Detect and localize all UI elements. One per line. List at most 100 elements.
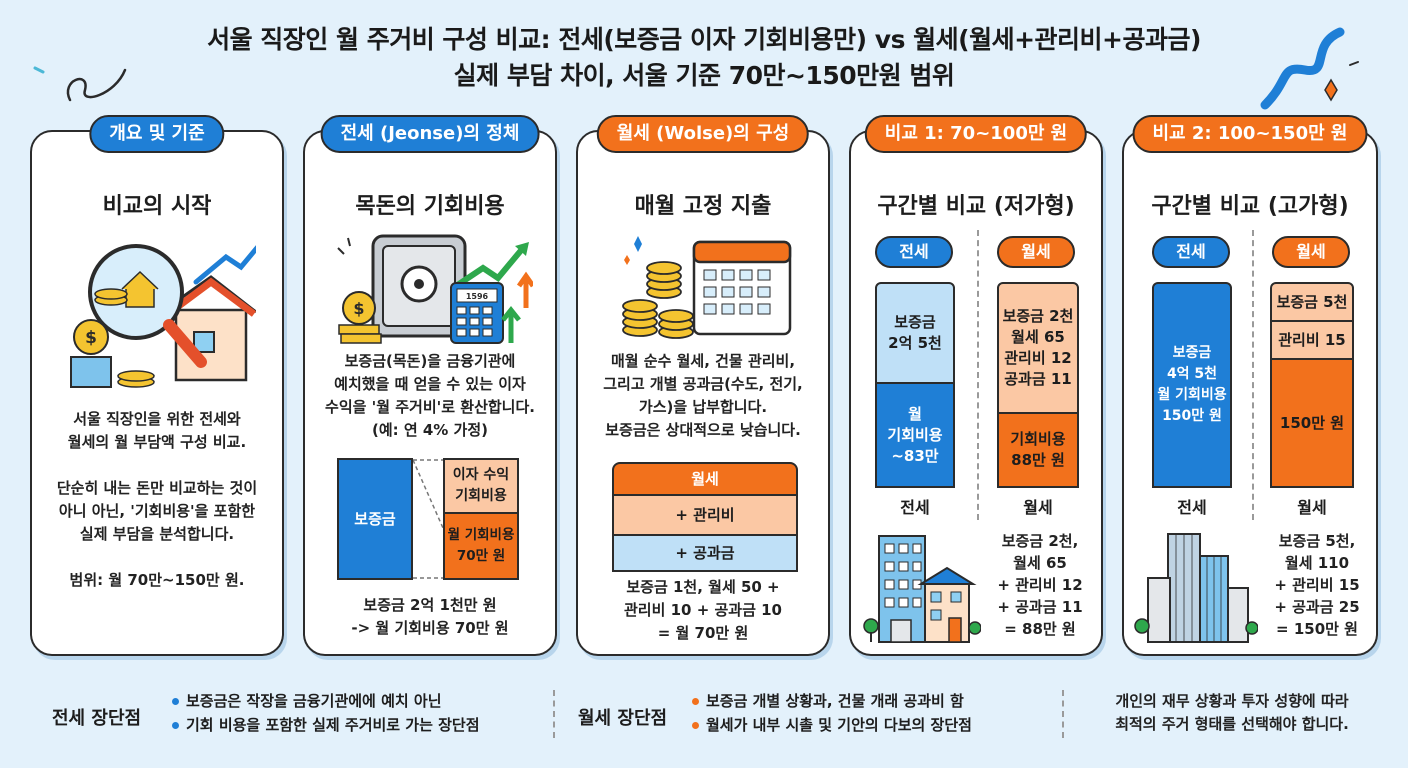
overview-line: 서울 직장인을 위한 전세와 [73,410,241,428]
overview-line: 단순히 내는 돈만 비교하는 것이 [56,479,258,497]
jeonse-line: (예: 연 4% 가정) [371,421,489,439]
compare2-summary: 보증금 5천, 월세 110 + 관리비 15 + 공과금 25 = 150만 … [1258,530,1376,640]
overview-title: 비교의 시작 [102,194,212,219]
compare2-wolse-deposit: 보증금 5천 [1270,282,1354,322]
jeonse-line: 수익을 '월 주거비'로 환산합니다. [325,398,535,416]
jeonse-bullet-text: 보증금은 작장을 금융기관에에 예치 아닌 [186,692,442,710]
wolse-line: 그리고 개별 공과금(수도, 전기, [603,375,803,393]
compare2-wolse-total: 150만 원 [1270,358,1354,488]
overview-line: 아니 아닌, '기회비용'을 포함한 [58,502,256,520]
wolse-line: 매월 순수 월세, 건물 관리비, [610,352,796,370]
compare2-title: 구간별 비교 (고가형) [1151,194,1349,219]
wolse-footer: 보증금 1천, 월세 50 + 관리비 10 + 공과금 10 = 월 70만 … [584,576,822,645]
jeonse-footer: 보증금 2억 1천만 원 -> 월 기회비용 70만 원 [311,594,549,640]
jeonse-pill: 전세 (Jeonse)의 정체 [320,115,540,153]
divider [977,230,979,520]
high-rise-building-icon [1134,533,1258,643]
stack-rent: 월세 [612,462,798,496]
compare1-jeonse-pill: 전세 [875,236,953,268]
compare1-wolse-total: 기회비용 88만 원 [997,412,1079,488]
compare1-title: 구간별 비교 (저가형) [877,194,1075,219]
jeonse-footer-line: 보증금 2억 1천만 원 [363,596,497,614]
deposit-block: 보증금 [337,458,413,580]
low-rise-building-icon [863,535,981,643]
conclusion-line: 최적의 주거 형태를 선택해야 합니다. [1115,715,1349,733]
compare1-summary-line: = 88만 원 [1004,620,1076,638]
jeonse-bullet: 기회 비용을 포함한 실제 주거비로 가는 장단점 [172,714,480,737]
page-title: 서울 직장인 월 주거비 구성 비교: 전세(보증금 이자 기회비용만) vs … [0,22,1408,94]
jeonse-line: 예치했을 때 얻을 수 있는 이자 [334,375,526,393]
wolse-footer-line: 보증금 1천, 월세 50 + [626,578,780,596]
compare2-wolse-pill: 월세 [1272,236,1350,268]
safe-calculator-icon: $ 1596 [337,234,533,344]
compare2-summary-line: + 공과금 25 [1274,598,1360,616]
monthly-opportunity-block: 월 기회비용 70만 원 [443,512,519,580]
compare1-summary-line: 보증금 2천, [1001,532,1079,550]
wolse-bullet: 월세가 내부 시촐 및 기안의 다보의 장단점 [692,714,972,737]
compare2-jeonse-label: 전세 [1177,498,1207,517]
conclusion-text: 개인의 재무 상황과 투자 성향에 따라 최적의 주거 형태를 선택해야 합니다… [1072,690,1392,736]
jeonse-pros-cons-label: 전세 장단점 [52,708,142,729]
jeonse-bullet: 보증금은 작장을 금융기관에에 예치 아닌 [172,690,442,713]
interest-block: 이자 수익 기회비용 [443,458,519,514]
jeonse-bullet-text: 기회 비용을 포함한 실제 주거비로 가는 장단점 [186,716,480,734]
compare2-summary-line: = 150만 원 [1276,620,1358,638]
compare2-summary-line: + 관리비 15 [1274,576,1360,594]
divider [1252,230,1254,520]
compare1-card: 비교 1: 70~100만 원 구간별 비교 (저가형) 전세 월세 보증금 2… [849,115,1103,656]
squiggle-left-icon [33,66,127,102]
compare2-wolse-label: 월세 [1297,498,1327,517]
compare1-wolse-pill: 월세 [997,236,1075,268]
jeonse-title: 목돈의 기회비용 [355,194,505,219]
svg-text:$: $ [353,299,364,318]
wolse-line: 가스)을 납부합니다. [638,398,768,416]
wolse-title: 매월 고정 지출 [634,194,772,219]
overview-pill: 개요 및 기준 [89,115,225,153]
conclusion-line: 개인의 재무 상황과 투자 성향에 따라 [1115,692,1349,710]
compare1-jeonse-opportunity: 월 기회비용 ~83만 [875,382,955,488]
overview-line: 월세의 월 부담액 구성 비교. [67,433,247,451]
overview-line: 실제 부담을 분석합니다. [79,525,235,543]
compare2-wolse-management: 관리비 15 [1270,320,1354,360]
wolse-card: 월세 (Wolse)의 구성 매월 고정 지출 매월 순수 월세, 건물 관리비… [576,115,830,656]
compare2-card: 비교 2: 100~150만 원 구간별 비교 (고가형) 전세 월세 보증금 … [1122,115,1378,656]
jeonse-card: 전세 (Jeonse)의 정체 목돈의 기회비용 $ 1596 보증금(목돈)을… [303,115,557,656]
wolse-pill: 월세 (Wolse)의 구성 [596,115,810,153]
compare1-pill: 비교 1: 70~100만 원 [864,115,1088,153]
wolse-line: 보증금은 상대적으로 낮습니다. [605,421,801,439]
compare1-summary: 보증금 2천, 월세 65 + 관리비 12 + 공과금 11 = 88만 원 [981,530,1099,640]
compare1-wolse-label: 월세 [1023,498,1053,517]
compare2-jeonse-block: 보증금 4억 5천 월 기회비용 150만 원 [1152,282,1232,488]
compare1-jeonse-label: 전세 [900,498,930,517]
title-line-2: 실제 부담 차이, 서울 기준 70만~150만원 범위 [453,61,955,90]
jeonse-line: 보증금(목돈)을 금융기관에 [344,352,516,370]
ribbon-right-icon [1260,27,1359,110]
wolse-bullet-text: 월세가 내부 시촐 및 기안의 다보의 장단점 [706,716,972,734]
compare1-wolse-costs: 보증금 2천 월세 65 관리비 12 공과금 11 [997,282,1079,414]
overview-text: 서울 직장인을 위한 전세와 월세의 월 부담액 구성 비교. 단순히 내는 돈… [40,408,274,592]
overview-card: 개요 및 기준 비교의 시작 $ 서울 직장인을 위한 전세와 월세의 월 부담… [30,115,284,656]
jeonse-text: 보증금(목돈)을 금융기관에 예치했을 때 얻을 수 있는 이자 수익을 '월 … [311,350,549,442]
compare1-jeonse-deposit: 보증금 2억 5천 [875,282,955,384]
bottom-divider [553,690,555,738]
wolse-footer-line: = 월 70만 원 [657,624,749,642]
compare1-summary-line: + 공과금 11 [997,598,1083,616]
compare1-summary-line: + 관리비 12 [997,576,1083,594]
bottom-divider [1062,690,1064,738]
magnifier-house-icon: $ [70,244,256,388]
compare2-summary-line: 보증금 5천, [1278,532,1356,550]
coins-calendar-icon [622,236,792,339]
jeonse-footer-line: -> 월 기회비용 70만 원 [351,619,509,637]
wolse-text: 매월 순수 월세, 건물 관리비, 그리고 개별 공과금(수도, 전기, 가스)… [584,350,822,442]
compare2-summary-line: 월세 110 [1284,554,1350,572]
overview-line: 범위: 월 70만~150만 원. [69,571,245,589]
calculator-display: 1596 [466,292,489,301]
compare1-summary-line: 월세 65 [1013,554,1067,572]
svg-text:$: $ [85,328,97,348]
title-line-1: 서울 직장인 월 주거비 구성 비교: 전세(보증금 이자 기회비용만) vs … [207,25,1201,54]
wolse-pros-cons-label: 월세 장단점 [578,708,668,729]
wolse-bullet: 보증금 개별 상황과, 건물 개래 공과비 함 [692,690,964,713]
wolse-bullet-text: 보증금 개별 상황과, 건물 개래 공과비 함 [706,692,964,710]
compare2-jeonse-pill: 전세 [1152,236,1230,268]
wolse-footer-line: 관리비 10 + 공과금 10 [623,601,782,619]
